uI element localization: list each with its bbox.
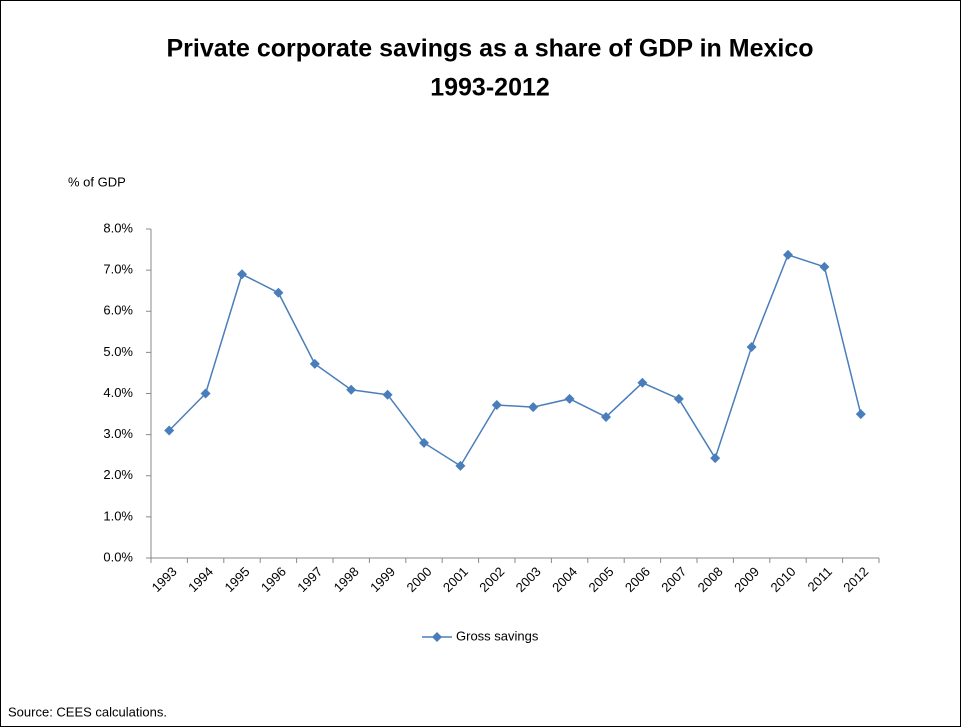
- data-point: [855, 409, 866, 420]
- y-tick-label: 2.0%: [103, 467, 133, 482]
- y-tick-label: 1.0%: [103, 508, 133, 523]
- data-point: [309, 358, 320, 369]
- data-point: [601, 411, 611, 422]
- legend-label: Gross savings: [456, 628, 539, 643]
- y-tick-label: 5.0%: [103, 344, 133, 359]
- chart-title: Private corporate savings as a share of …: [166, 35, 813, 63]
- legend-marker: [432, 632, 442, 642]
- y-tick-label: 6.0%: [103, 303, 133, 318]
- data-point: [382, 389, 393, 400]
- data-point: [346, 384, 357, 395]
- data-point: [710, 453, 721, 464]
- source-note: Source: CEES calculations.: [8, 704, 167, 719]
- data-point: [455, 460, 466, 471]
- data-point: [200, 388, 211, 399]
- y-tick-label: 4.0%: [103, 385, 133, 400]
- data-point: [637, 377, 648, 388]
- data-point: [783, 249, 793, 260]
- data-point: [419, 437, 429, 448]
- data-point: [273, 287, 284, 298]
- y-axis-label: % of GDP: [68, 174, 126, 189]
- y-tick-label: 0.0%: [103, 549, 133, 564]
- data-point: [528, 402, 539, 413]
- y-tick-label: 8.0%: [103, 220, 133, 235]
- data-point: [237, 269, 247, 280]
- y-tick-label: 7.0%: [103, 262, 133, 277]
- data-point: [673, 393, 684, 404]
- data-point: [819, 261, 830, 272]
- data-point: [164, 425, 175, 436]
- data-point: [491, 400, 502, 411]
- y-tick-label: 3.0%: [103, 426, 133, 441]
- data-point: [746, 342, 757, 353]
- data-point: [564, 393, 575, 404]
- chart-subtitle: 1993-2012: [430, 74, 550, 102]
- series-line: [168, 253, 862, 467]
